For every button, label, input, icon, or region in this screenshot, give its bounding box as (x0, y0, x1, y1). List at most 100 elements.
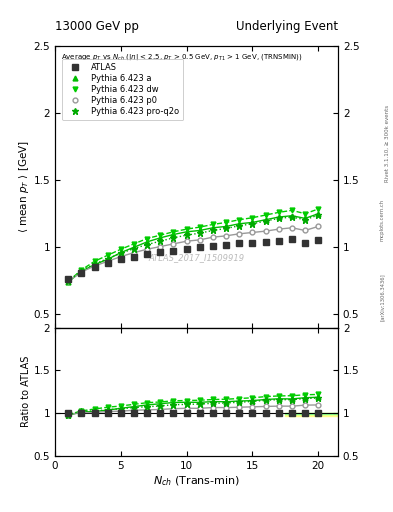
X-axis label: $N_{ch}$ (Trans-min): $N_{ch}$ (Trans-min) (153, 475, 240, 488)
ATLAS (303, 240, 307, 246)
Pythia 6.423 a (276, 214, 281, 220)
Pythia 6.423 dw (132, 241, 136, 247)
Pythia 6.423 pro-q2o (92, 261, 97, 267)
Pythia 6.423 pro-q2o (132, 245, 136, 251)
Pythia 6.423 p0 (211, 234, 215, 240)
Text: mcplots.cern.ch: mcplots.cern.ch (380, 199, 384, 241)
Pythia 6.423 pro-q2o (276, 216, 281, 222)
Text: ATLAS_2017_I1509919: ATLAS_2017_I1509919 (149, 253, 244, 262)
ATLAS (197, 244, 202, 250)
Text: [arXiv:1306.3436]: [arXiv:1306.3436] (380, 273, 384, 321)
Pythia 6.423 pro-q2o (66, 279, 70, 285)
Pythia 6.423 pro-q2o (158, 238, 163, 244)
ATLAS (276, 238, 281, 244)
Pythia 6.423 dw (145, 236, 149, 242)
Pythia 6.423 pro-q2o (250, 221, 255, 227)
Pythia 6.423 a (79, 268, 84, 274)
Pythia 6.423 pro-q2o (184, 232, 189, 238)
Pythia 6.423 dw (184, 226, 189, 232)
Y-axis label: $\langle$ mean $p_T$ $\rangle$ [GeV]: $\langle$ mean $p_T$ $\rangle$ [GeV] (17, 140, 31, 233)
Pythia 6.423 p0 (224, 233, 228, 239)
ATLAS (290, 236, 294, 242)
Pythia 6.423 p0 (290, 225, 294, 231)
Pythia 6.423 p0 (303, 227, 307, 233)
Pythia 6.423 pro-q2o (237, 223, 242, 229)
ATLAS (105, 260, 110, 266)
ATLAS (316, 237, 321, 243)
Pythia 6.423 a (66, 279, 70, 285)
Pythia 6.423 pro-q2o (118, 250, 123, 257)
Legend: ATLAS, Pythia 6.423 a, Pythia 6.423 dw, Pythia 6.423 p0, Pythia 6.423 pro-q2o: ATLAS, Pythia 6.423 a, Pythia 6.423 dw, … (62, 59, 184, 120)
Pythia 6.423 dw (303, 210, 307, 217)
ATLAS (158, 249, 163, 255)
Pythia 6.423 a (224, 223, 228, 229)
Pythia 6.423 a (118, 249, 123, 255)
Pythia 6.423 p0 (132, 249, 136, 255)
Line: Pythia 6.423 a: Pythia 6.423 a (66, 211, 321, 285)
Pythia 6.423 a (92, 262, 97, 268)
Pythia 6.423 pro-q2o (303, 217, 307, 223)
Text: 13000 GeV pp: 13000 GeV pp (55, 20, 139, 33)
Pythia 6.423 pro-q2o (224, 225, 228, 231)
Pythia 6.423 p0 (276, 226, 281, 232)
Pythia 6.423 pro-q2o (79, 268, 84, 274)
Pythia 6.423 a (197, 227, 202, 233)
Pythia 6.423 pro-q2o (105, 255, 110, 262)
Pythia 6.423 a (263, 217, 268, 223)
ATLAS (118, 256, 123, 262)
Pythia 6.423 p0 (158, 244, 163, 250)
Pythia 6.423 p0 (105, 258, 110, 264)
ATLAS (79, 270, 84, 276)
Text: Rivet 3.1.10, ≥ 300k events: Rivet 3.1.10, ≥ 300k events (385, 105, 389, 182)
Pythia 6.423 a (158, 235, 163, 241)
Pythia 6.423 dw (224, 219, 228, 225)
ATLAS (237, 240, 242, 246)
Pythia 6.423 dw (158, 232, 163, 238)
Pythia 6.423 a (145, 239, 149, 245)
ATLAS (224, 242, 228, 248)
Text: Average $p_T$ vs $N_{ch}$ ($|\eta|$ < 2.5, $p_T$ > 0.5 GeV, $p_{T1}$ > 1 GeV, (T: Average $p_T$ vs $N_{ch}$ ($|\eta|$ < 2.… (61, 52, 302, 62)
ATLAS (250, 240, 255, 246)
Pythia 6.423 a (132, 244, 136, 250)
Line: Pythia 6.423 p0: Pythia 6.423 p0 (66, 224, 321, 284)
Pythia 6.423 a (211, 225, 215, 231)
Pythia 6.423 p0 (237, 231, 242, 237)
Pythia 6.423 a (316, 210, 321, 217)
Pythia 6.423 dw (276, 209, 281, 216)
Pythia 6.423 a (184, 229, 189, 235)
Pythia 6.423 p0 (263, 228, 268, 234)
Pythia 6.423 pro-q2o (171, 235, 176, 241)
ATLAS (132, 253, 136, 260)
Pythia 6.423 dw (211, 221, 215, 227)
Pythia 6.423 pro-q2o (290, 214, 294, 220)
Line: Pythia 6.423 dw: Pythia 6.423 dw (66, 206, 321, 284)
ATLAS (211, 243, 215, 249)
Pythia 6.423 p0 (118, 253, 123, 260)
Line: Pythia 6.423 pro-q2o: Pythia 6.423 pro-q2o (65, 212, 321, 285)
Pythia 6.423 p0 (250, 229, 255, 236)
Pythia 6.423 pro-q2o (211, 227, 215, 233)
Pythia 6.423 p0 (66, 279, 70, 285)
Pythia 6.423 pro-q2o (263, 218, 268, 224)
Pythia 6.423 a (290, 212, 294, 219)
ATLAS (171, 247, 176, 253)
Pythia 6.423 p0 (171, 241, 176, 247)
Pythia 6.423 pro-q2o (145, 242, 149, 248)
Pythia 6.423 dw (263, 212, 268, 218)
Pythia 6.423 dw (92, 258, 97, 264)
ATLAS (145, 251, 149, 257)
Pythia 6.423 dw (79, 267, 84, 273)
Pythia 6.423 dw (171, 229, 176, 235)
Pythia 6.423 dw (316, 206, 321, 212)
ATLAS (92, 264, 97, 270)
Pythia 6.423 p0 (184, 238, 189, 244)
Line: ATLAS: ATLAS (65, 237, 321, 282)
Pythia 6.423 p0 (79, 269, 84, 275)
Pythia 6.423 dw (118, 246, 123, 252)
Pythia 6.423 a (237, 221, 242, 227)
Pythia 6.423 a (171, 231, 176, 238)
Pythia 6.423 dw (290, 207, 294, 214)
ATLAS (66, 276, 70, 283)
Pythia 6.423 dw (66, 279, 70, 285)
Pythia 6.423 pro-q2o (316, 212, 321, 218)
